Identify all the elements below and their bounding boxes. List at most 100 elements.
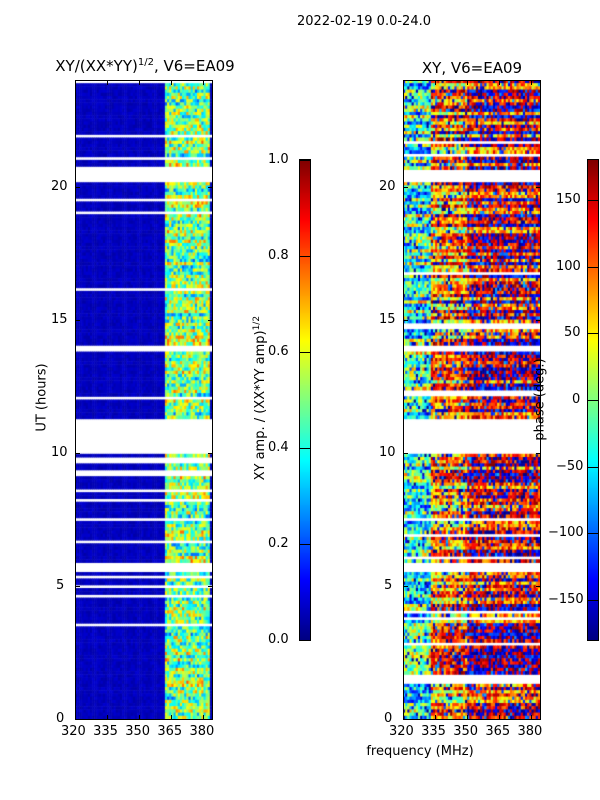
x-tick-label: 380 — [517, 724, 543, 739]
tick-mark — [588, 466, 598, 468]
left-plot-title: XY/(XX*YY)1/2, V6=EA09 — [40, 57, 250, 75]
colorbar-label: phase (deg.) — [532, 358, 548, 441]
tick-mark — [536, 186, 541, 188]
y-tick-label: 5 — [384, 577, 393, 593]
colorbar-tick-label: 50 — [564, 325, 581, 341]
colorbar-tick-label: 0.4 — [268, 440, 289, 455]
title-sup: 1/2 — [137, 57, 154, 68]
tick-mark — [75, 452, 80, 454]
tick-mark — [588, 600, 598, 601]
tick-mark — [300, 640, 310, 641]
tick-mark — [536, 719, 541, 720]
tick-mark — [300, 160, 310, 161]
tick-mark — [171, 80, 173, 85]
colorbar-tick-label: 0.8 — [268, 248, 289, 263]
colorbar-label: XY amp. / (XX*YY amp)1/2 — [252, 298, 268, 498]
tick-mark — [403, 186, 408, 188]
y-tick-label: 0 — [56, 711, 65, 726]
x-axis-label: frequency (MHz) — [366, 744, 474, 759]
tick-mark — [588, 533, 598, 535]
tick-mark — [499, 80, 501, 85]
tick-mark — [139, 715, 141, 720]
y-tick-label: 10 — [51, 444, 68, 460]
tick-mark — [403, 719, 408, 720]
tick-mark — [203, 80, 205, 85]
colorbar-label-text: XY amp. / (XX*YY amp) — [253, 330, 269, 481]
tick-mark — [203, 715, 205, 720]
colorbar-tick-label: 0.0 — [268, 632, 289, 647]
tick-mark — [403, 80, 404, 85]
tick-mark — [139, 80, 141, 85]
tick-mark — [588, 400, 598, 401]
colorbar-tick-label: −50 — [556, 458, 584, 474]
y-axis-label: UT (hours) — [34, 363, 50, 432]
colorbar-frame — [587, 159, 599, 641]
tick-mark — [403, 452, 408, 454]
tick-mark — [208, 585, 213, 587]
tick-mark — [531, 80, 533, 85]
tick-mark — [75, 80, 76, 85]
tick-mark — [208, 452, 213, 454]
tick-mark — [75, 319, 80, 321]
tick-mark — [435, 80, 437, 85]
y-tick-label: 15 — [379, 311, 396, 327]
tick-mark — [107, 715, 109, 720]
amplitude-colorbar — [300, 160, 310, 640]
tick-mark — [300, 256, 310, 257]
x-tick-label: 350 — [453, 724, 479, 739]
colorbar-frame — [299, 159, 311, 641]
colorbar-tick-label: −150 — [548, 592, 584, 607]
tick-mark — [171, 715, 173, 720]
tick-mark — [403, 715, 404, 720]
tick-mark — [536, 319, 541, 321]
colorbar-tick-label: −100 — [548, 525, 584, 541]
tick-mark — [536, 452, 541, 454]
tick-mark — [300, 352, 310, 353]
left-plot-frame — [75, 80, 213, 720]
title-main: XY/(XX*YY) — [55, 57, 138, 75]
colorbar-tick-label: 0.2 — [268, 536, 289, 551]
y-tick-label: 5 — [56, 577, 65, 593]
x-tick-label: 320 — [61, 724, 86, 739]
tick-mark — [75, 719, 80, 720]
right-plot-title: XY, V6=EA09 — [421, 59, 523, 77]
tick-mark — [75, 585, 80, 587]
tick-mark — [107, 80, 109, 85]
y-tick-label: 10 — [379, 444, 396, 460]
tick-mark — [75, 715, 76, 720]
colorbar-tick-label: 0.6 — [268, 344, 289, 359]
y-tick-label: 20 — [51, 178, 68, 194]
tick-mark — [75, 186, 80, 188]
tick-mark — [588, 333, 598, 335]
tick-mark — [208, 719, 213, 720]
x-tick-label: 380 — [189, 724, 215, 739]
x-tick-label: 320 — [389, 724, 414, 739]
figure-suptitle: 2022-02-19 0.0-24.0 — [297, 14, 431, 29]
tick-mark — [467, 80, 469, 85]
x-tick-label: 335 — [421, 724, 446, 739]
tick-mark — [435, 715, 437, 720]
tick-mark — [531, 715, 533, 720]
y-tick-label: 0 — [384, 711, 393, 726]
tick-mark — [300, 544, 310, 545]
amplitude-heatmap — [75, 80, 212, 719]
tick-mark — [208, 186, 213, 188]
colorbar-tick-label: 1.0 — [268, 152, 289, 167]
tick-mark — [588, 200, 598, 201]
x-tick-label: 365 — [157, 724, 183, 739]
y-tick-label: 20 — [379, 178, 396, 194]
tick-mark — [467, 715, 469, 720]
colorbar-tick-label: 150 — [556, 192, 581, 207]
tick-mark — [208, 319, 213, 321]
x-tick-label: 335 — [93, 724, 118, 739]
tick-mark — [300, 448, 310, 449]
y-tick-label: 15 — [51, 311, 68, 327]
colorbar-label-sup: 1/2 — [251, 315, 262, 331]
tick-mark — [403, 585, 408, 587]
phase-heatmap — [403, 80, 540, 719]
tick-mark — [403, 319, 408, 321]
x-tick-label: 365 — [485, 724, 511, 739]
x-tick-label: 350 — [125, 724, 151, 739]
colorbar-tick-label: 0 — [572, 392, 581, 407]
